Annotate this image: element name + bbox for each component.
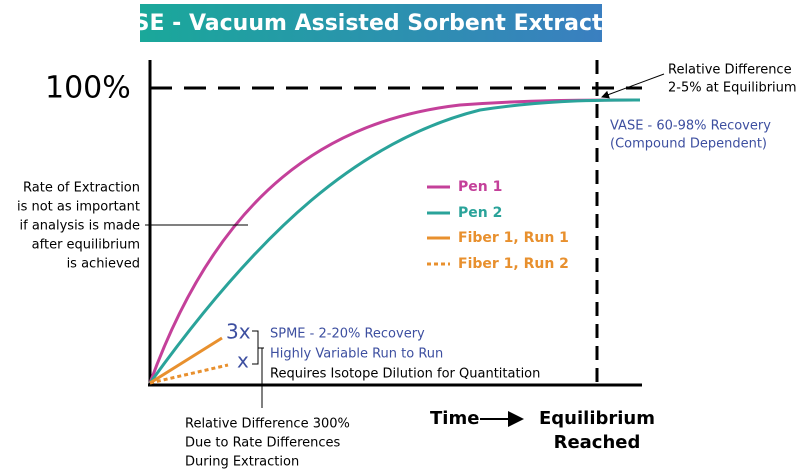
note-line: Due to Rate Differences xyxy=(185,436,341,451)
x-end-label: Equilibrium xyxy=(539,408,655,429)
note-line: SPME - 2-20% Recovery xyxy=(270,327,425,342)
legend-label: Pen 1 xyxy=(458,179,502,195)
note-line: Highly Variable Run to Run xyxy=(270,347,443,362)
note-line: Requires Isotope Dilution for Quantitati… xyxy=(270,367,540,382)
x-label: Time xyxy=(430,408,479,429)
title-banner xyxy=(140,4,602,42)
fiber-run1-line xyxy=(149,336,223,385)
note-line: Rate of Extraction xyxy=(23,181,140,196)
note-line: is not as important xyxy=(17,200,140,215)
rate-note: Rate of Extraction is not as important i… xyxy=(17,181,140,272)
note-line: 2-5% at Equilibrium xyxy=(668,81,797,96)
note-line: is achieved xyxy=(67,257,140,272)
bracket xyxy=(252,330,264,365)
title: VASE - Vacuum Assisted Sorbent Extractio… xyxy=(101,11,641,36)
fiber-run2-line xyxy=(149,363,229,385)
note-line: after equilibrium xyxy=(32,238,140,253)
note-line: During Extraction xyxy=(185,455,299,470)
legend-label: Fiber 1, Run 2 xyxy=(458,256,569,272)
legend-label: Pen 2 xyxy=(458,205,502,221)
y-top-label: 100% xyxy=(45,71,131,106)
arrow xyxy=(601,73,665,99)
fiber-mark: 3x xyxy=(226,320,251,344)
note-line: (Compound Dependent) xyxy=(610,137,767,152)
note-line: VASE - 60-98% Recovery xyxy=(610,119,771,134)
note-line: if analysis is made xyxy=(20,219,141,234)
note-line: Relative Difference xyxy=(668,63,792,78)
fiber-mark: x xyxy=(237,349,249,373)
note-line: Relative Difference 300% xyxy=(185,417,350,432)
pen2-curve xyxy=(148,98,641,384)
x-end-label: Reached xyxy=(554,432,641,453)
legend-label: Fiber 1, Run 1 xyxy=(458,230,569,246)
